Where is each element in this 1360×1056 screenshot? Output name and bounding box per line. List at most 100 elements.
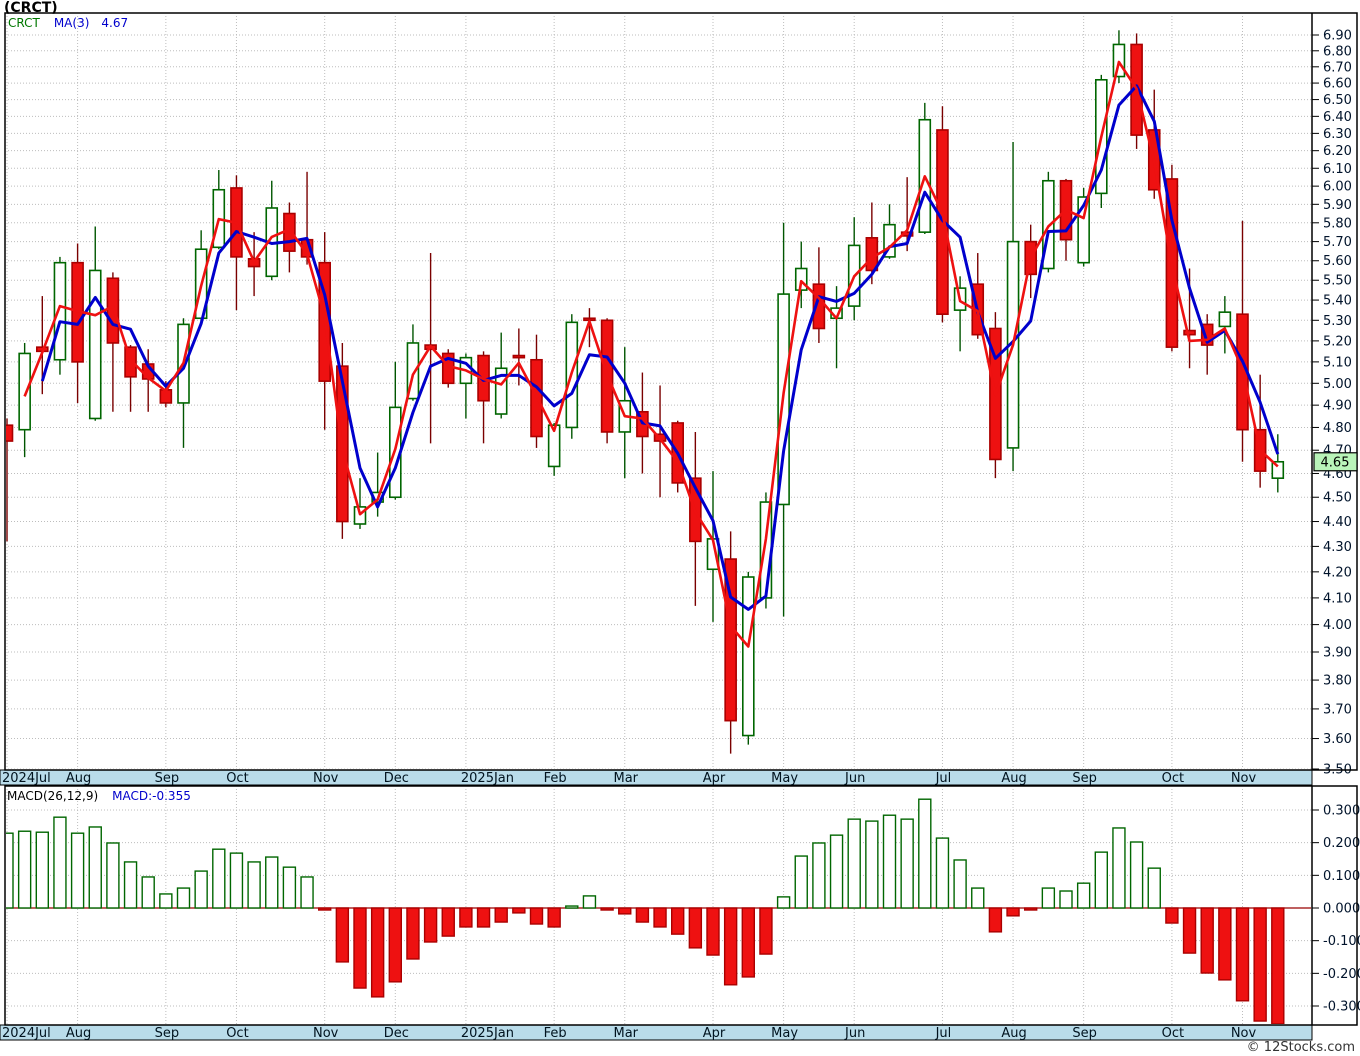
macd-bar [423,907,438,943]
macd-bar [865,820,879,909]
month-label: Aug [1001,1026,1026,1041]
macd-bar [388,907,402,983]
candle-body [406,342,420,400]
candle-body [512,354,526,359]
macd-bar [229,852,244,909]
macd-bar [370,907,385,998]
macd-bar [971,887,985,909]
macd-bar [829,834,844,909]
candle-body [1112,43,1126,78]
price-axis-label: 6.00 [1323,180,1352,195]
macd-bar [88,826,102,909]
month-label: Dec [384,771,409,786]
macd-bar [282,866,297,909]
candle-body [124,346,137,378]
candle-body [1183,329,1196,336]
month-label: Oct [1162,771,1184,786]
price-axis-label: 5.30 [1323,314,1352,329]
macd-bar [1253,907,1267,1022]
candle-body [1200,323,1214,346]
ticker-symbol-label: CRCT [8,16,40,30]
macd-axis-label: 0.100 [1323,869,1360,884]
price-axis-label: 6.70 [1323,60,1352,75]
macd-bar [176,887,191,909]
price-axis-label: 5.00 [1323,377,1352,392]
macd-panel-border [4,785,1358,1026]
macd-bar [17,830,32,909]
month-label: 2025Jan [461,1026,514,1041]
ma-slow-line [40,84,1280,611]
macd-bar [318,907,332,911]
month-label: Oct [1162,1026,1184,1041]
price-axis-label: 5.70 [1323,235,1352,250]
macd-bar [547,907,561,928]
month-label: Mar [613,771,638,786]
macd-bar [1200,907,1214,974]
macd-bar [106,842,120,909]
price-axis-label: 5.90 [1323,198,1352,213]
price-axis-label: 4.80 [1323,421,1352,436]
macd-axis-label: 0.300 [1323,803,1360,818]
macd-bar [459,907,473,928]
month-label: Apr [703,771,726,786]
candle-body [741,576,755,737]
macd-axis-label: -0.100 [1323,934,1360,949]
macd-bar [741,907,755,978]
macd-bar [247,861,261,909]
macd-bar [35,831,49,909]
macd-bar [1094,851,1109,909]
macd-bar [688,907,703,949]
macd-bar [723,907,738,986]
macd-bar [900,818,914,909]
macd-bar [618,907,632,915]
macd-axis-label: 0.000 [1323,902,1360,917]
month-label: Jun [844,1026,865,1041]
candle-body [494,367,508,415]
candle-body [1042,179,1055,270]
price-axis-label: 6.40 [1323,110,1352,125]
price-axis-label: 3.70 [1323,702,1352,717]
month-label: Sep [155,771,180,786]
macd-bar [1059,890,1073,909]
macd-axis-label: -0.200 [1323,967,1360,982]
price-chart-legend: CRCT MA(3) 4.67 [8,16,128,30]
macd-bar [600,907,614,911]
macd-bar [406,907,420,960]
price-grid-layer [6,14,1311,769]
month-label: Feb [544,771,567,786]
macd-bar [776,896,791,909]
macd-bar [847,818,861,909]
ma-indicator-label: MA(3) [53,16,90,30]
candle-body [1271,460,1285,479]
month-label: Jul [935,1026,952,1041]
candle-body [583,317,596,322]
month-label: Oct [226,771,248,786]
macd-bar [988,907,1003,933]
month-label: Nov [313,1026,339,1041]
macd-bar [706,907,720,956]
month-label: May [771,771,798,786]
macd-bar [1165,907,1179,924]
macd-bar [512,907,526,914]
candle-body [106,277,120,344]
macd-bar [194,870,208,909]
macd-bar [1041,887,1056,909]
price-axis-label: 5.20 [1323,334,1352,349]
month-label: Aug [66,771,91,786]
macd-params-label: MACD(26,12,9) [7,789,99,803]
price-axis-label: 5.40 [1323,294,1352,309]
macd-bar [882,814,897,909]
price-axis-label: 6.80 [1323,44,1352,59]
price-axis-label: 4.30 [1323,540,1352,555]
month-label: Oct [226,1026,248,1041]
macd-axis-label: 0.200 [1323,836,1360,851]
ma-indicator-value: 4.67 [101,16,129,30]
macd-bar [476,907,491,928]
month-label: Jun [844,771,865,786]
macd-bar [123,861,138,909]
macd-bar [265,856,279,909]
page-title: (CRCT) [4,0,58,16]
macd-bar [953,859,967,909]
candle-body [794,267,808,291]
